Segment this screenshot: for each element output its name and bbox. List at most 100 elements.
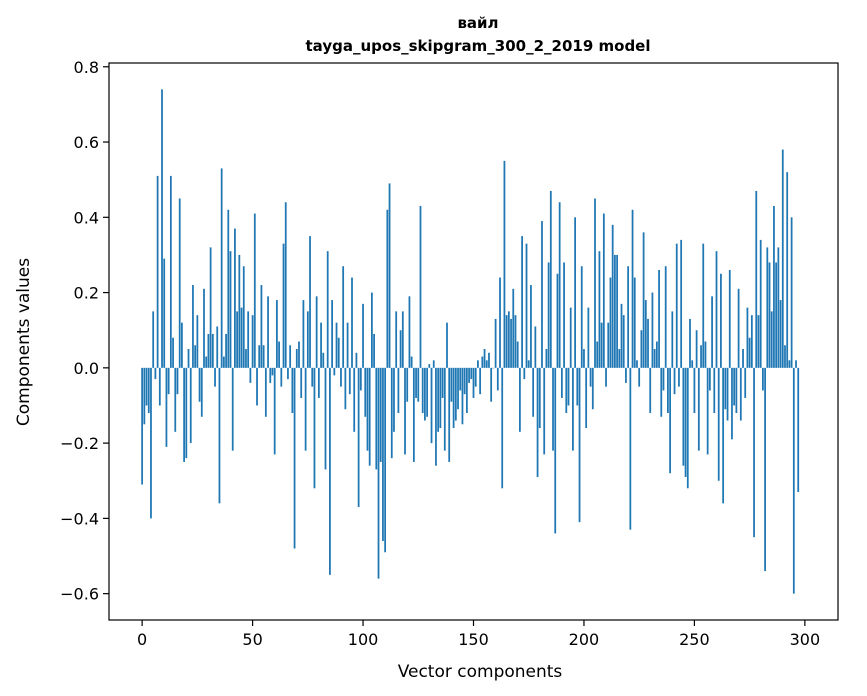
bar-156: [485, 360, 488, 368]
bar-36: [220, 168, 223, 368]
bar-98: [357, 367, 360, 508]
y-axis-ticks: −0.6 −0.4 −0.2 0.0 0.2 0.4 0.6 0.8: [60, 58, 109, 604]
bar-198: [578, 367, 581, 523]
bar-129: [426, 367, 428, 417]
bar-51: [253, 213, 256, 368]
bar-67: [289, 345, 292, 368]
bar-229: [647, 318, 649, 368]
bar-162: [499, 277, 501, 368]
chart-subtitle: tayga_upos_skipgram_300_2_2019 model: [306, 37, 651, 55]
bar-145: [461, 367, 464, 425]
bar-22: [189, 367, 192, 444]
bar-30: [207, 333, 210, 368]
x-tick-label: 300: [790, 630, 821, 649]
bar-7: [156, 175, 159, 368]
bar-106: [375, 367, 378, 470]
bar-135: [439, 367, 442, 429]
bar-189: [558, 202, 561, 368]
bar-19: [183, 367, 185, 462]
bar-89: [337, 337, 340, 368]
bar-122: [410, 356, 413, 368]
bar-60: [273, 367, 276, 455]
bar-179: [536, 367, 539, 477]
bar-48: [247, 311, 250, 368]
bar-64: [282, 243, 285, 368]
bar-5: [152, 311, 155, 368]
bar-3: [147, 367, 150, 413]
bar-260: [715, 251, 718, 368]
bar-193: [567, 367, 570, 406]
bar-155: [483, 349, 486, 368]
bar-232: [653, 349, 656, 368]
bar-25: [196, 315, 199, 368]
bar-12: [167, 367, 170, 395]
bar-14: [172, 337, 174, 368]
bar-235: [660, 367, 663, 417]
bar-82: [322, 352, 325, 368]
y-tick-label: 0.0: [74, 359, 99, 378]
bar-174: [525, 243, 528, 368]
bar-93: [346, 322, 349, 368]
bars-group: [141, 89, 800, 594]
bar-39: [227, 209, 230, 368]
bar-170: [516, 341, 519, 368]
bar-294: [790, 217, 793, 368]
bar-256: [706, 367, 709, 455]
bar-161: [496, 367, 499, 391]
bar-63: [280, 367, 283, 387]
bar-216: [618, 349, 621, 368]
bar-111: [386, 209, 389, 368]
bar-47: [245, 349, 247, 368]
bar-258: [711, 296, 713, 368]
bar-61: [276, 300, 278, 368]
bar-194: [569, 307, 572, 368]
bar-75: [306, 311, 309, 368]
bar-238: [667, 367, 669, 413]
bar-88: [335, 322, 338, 368]
bar-70: [295, 349, 298, 368]
bar-44: [238, 254, 241, 368]
bar-115: [395, 311, 398, 368]
bar-10: [163, 258, 166, 368]
bar-108: [379, 367, 382, 462]
bar-104: [371, 292, 373, 368]
bar-263: [722, 367, 725, 504]
bar-136: [441, 367, 444, 398]
bar-57: [267, 296, 269, 368]
bar-32: [211, 333, 214, 368]
bar-247: [686, 367, 689, 489]
bar-165: [505, 315, 508, 368]
bar-243: [678, 367, 680, 387]
bar-220: [627, 266, 630, 368]
x-axis-title: Vector components: [398, 662, 563, 682]
bar-151: [474, 367, 477, 387]
bar-114: [393, 367, 395, 432]
bar-120: [406, 367, 409, 402]
bar-212: [609, 277, 612, 368]
bar-90: [340, 367, 342, 387]
bar-213: [611, 224, 614, 368]
bar-266: [728, 269, 731, 368]
bar-38: [225, 333, 227, 368]
bar-116: [397, 367, 400, 413]
bar-16: [176, 367, 179, 395]
bar-99: [359, 367, 362, 391]
bar-131: [430, 367, 433, 444]
bar-126: [419, 206, 422, 368]
bar-152: [477, 360, 479, 368]
bar-273: [744, 367, 747, 398]
bar-184: [547, 262, 550, 368]
bar-1: [143, 367, 146, 425]
bar-148: [468, 367, 470, 383]
bar-143: [457, 367, 459, 410]
bar-121: [408, 296, 411, 368]
bar-222: [631, 209, 634, 368]
bar-282: [764, 367, 766, 572]
bar-215: [616, 254, 618, 368]
bar-187: [554, 367, 557, 534]
bar-81: [320, 322, 322, 368]
bar-252: [697, 367, 700, 451]
bar-54: [260, 285, 263, 368]
bar-225: [638, 367, 641, 387]
bar-169: [514, 315, 517, 368]
